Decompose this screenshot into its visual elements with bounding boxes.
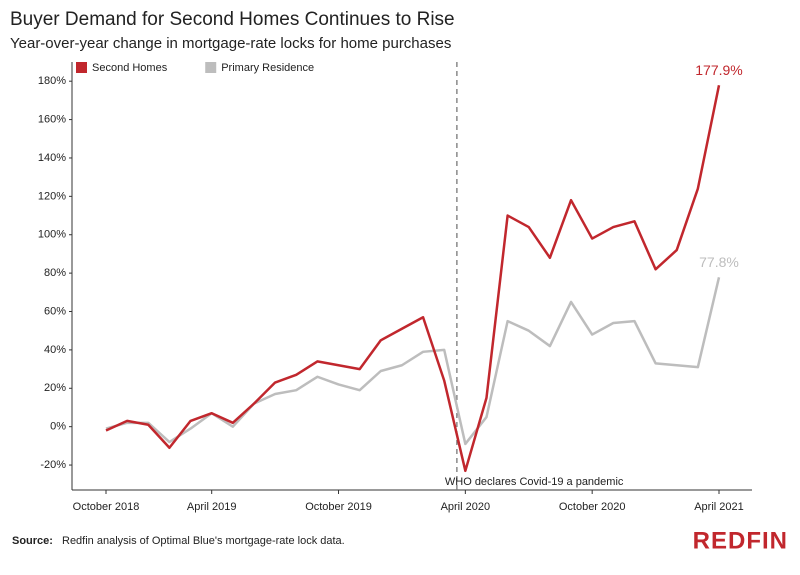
y-tick-label: 20% [44, 382, 66, 394]
legend-label: Second Homes [92, 62, 168, 74]
y-tick-label: 0% [50, 421, 66, 433]
y-tick-label: 100% [38, 229, 66, 241]
legend-label: Primary Residence [221, 62, 314, 74]
x-tick-label: October 2019 [305, 501, 372, 513]
chart-subtitle: Year-over-year change in mortgage-rate l… [10, 35, 451, 52]
value-label: 77.8% [699, 254, 739, 270]
x-tick-label: April 2020 [441, 501, 491, 513]
x-tick-label: April 2019 [187, 501, 237, 513]
chart-title: Buyer Demand for Second Homes Continues … [10, 9, 455, 30]
x-tick-label: October 2020 [559, 501, 626, 513]
series-line [105, 84, 721, 473]
source-text: Redfin analysis of Optimal Blue's mortga… [62, 535, 345, 547]
source-label: Source: [12, 535, 53, 547]
y-tick-label: 140% [38, 152, 66, 164]
x-tick-label: October 2018 [73, 501, 140, 513]
y-tick-label: 60% [44, 305, 66, 317]
y-tick-label: -20% [40, 459, 66, 471]
y-tick-label: 180% [38, 75, 66, 87]
value-label: 177.9% [695, 62, 742, 78]
y-tick-label: 120% [38, 190, 66, 202]
legend-swatch [76, 62, 87, 73]
y-tick-label: 80% [44, 267, 66, 279]
event-label: WHO declares Covid-19 a pandemic [445, 476, 624, 488]
logo: REDFIN [693, 527, 788, 554]
x-tick-label: April 2021 [694, 501, 744, 513]
legend-swatch [205, 62, 217, 73]
y-tick-label: 160% [38, 113, 66, 125]
y-tick-label: 40% [44, 344, 66, 356]
